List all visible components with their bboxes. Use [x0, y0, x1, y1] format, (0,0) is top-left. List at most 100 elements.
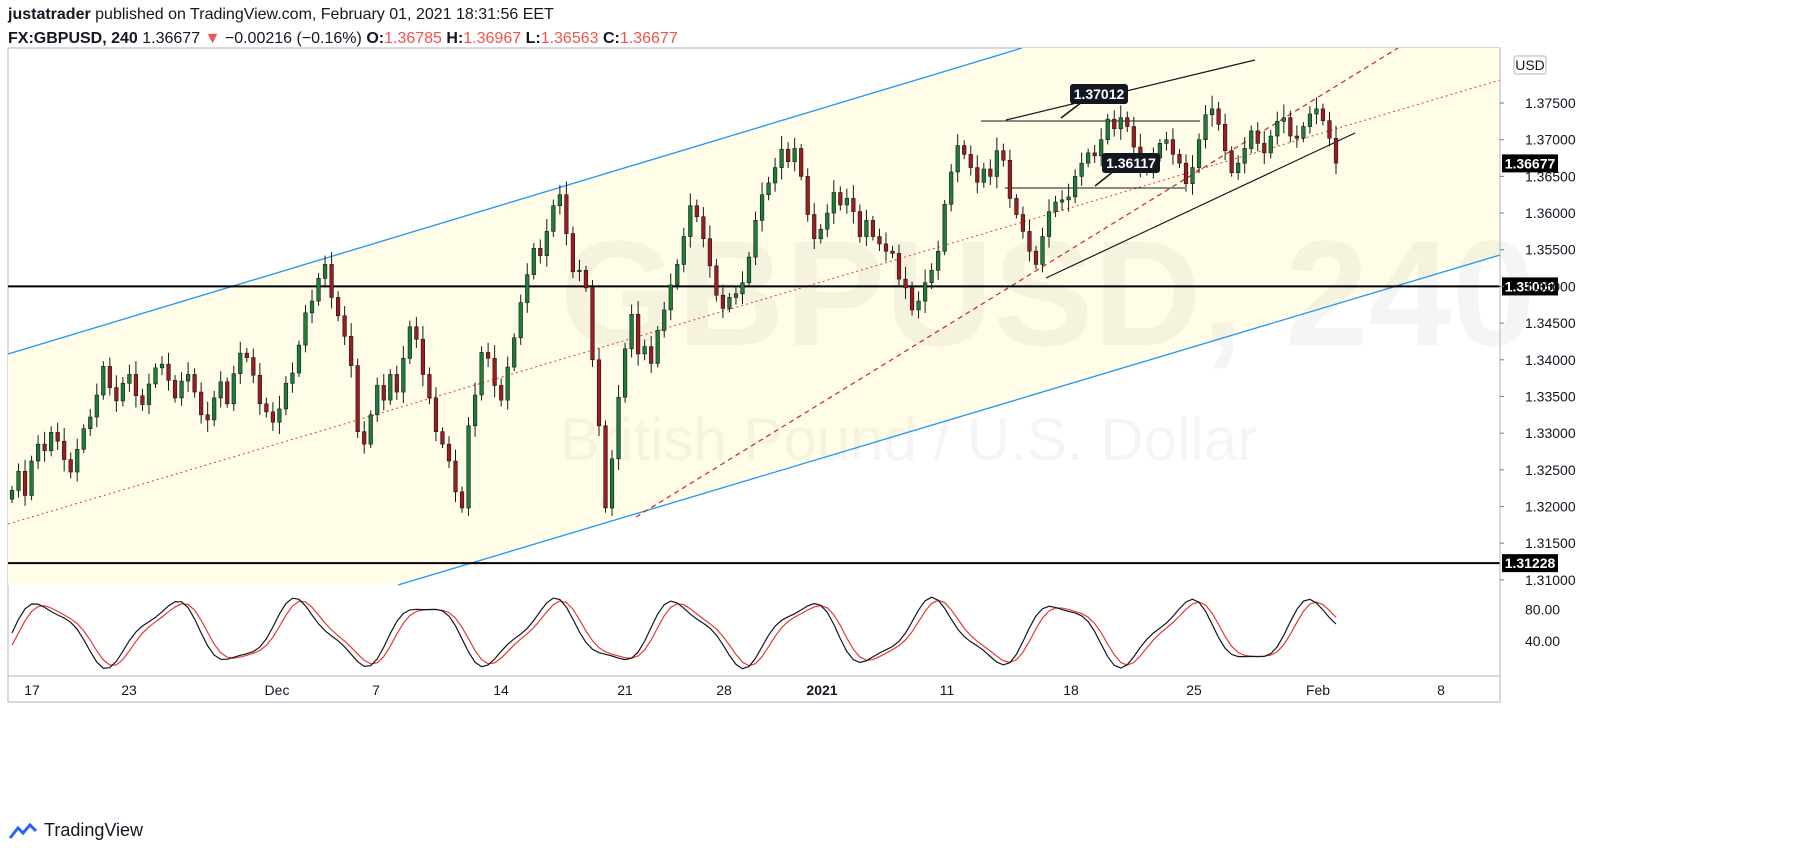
- price-callout-box[interactable]: [1102, 153, 1160, 173]
- price-callout-box[interactable]: [1070, 84, 1128, 104]
- candle-body: [479, 352, 484, 396]
- open-label: O:: [366, 30, 385, 47]
- price-tick-label: 1.32500: [1525, 462, 1576, 478]
- price-tick-label: 1.31500: [1525, 535, 1576, 551]
- tradingview-brand: TradingView: [44, 820, 144, 840]
- candle-body: [186, 374, 191, 382]
- candle-body: [1092, 152, 1097, 157]
- candle-body: [277, 408, 282, 423]
- candle-body: [472, 394, 478, 427]
- high-value: 1.36967: [463, 30, 522, 47]
- tradingview-footer[interactable]: TradingView: [8, 820, 143, 841]
- candle-body: [909, 287, 915, 311]
- candle-body: [179, 380, 184, 399]
- price-tick-label: 1.37000: [1525, 132, 1576, 148]
- candle-body: [212, 397, 217, 421]
- candle-body: [264, 403, 269, 413]
- candle-body: [668, 284, 673, 311]
- candle-body: [1209, 108, 1215, 116]
- candle-body: [1314, 108, 1319, 115]
- candle-body: [570, 233, 575, 273]
- axes-layer: 1.350001.312281.375001.370001.365001.360…: [8, 48, 1576, 702]
- candle-body: [120, 382, 125, 402]
- candle-body: [518, 302, 523, 339]
- wedge-upper-line[interactable]: [1005, 59, 1256, 121]
- candle-body: [16, 470, 21, 491]
- candle-body: [942, 203, 947, 252]
- price-tick-label: 1.34500: [1525, 315, 1576, 331]
- candle-body: [1275, 121, 1280, 137]
- candle-body: [257, 374, 262, 405]
- candle-body: [159, 363, 165, 369]
- annotation-layer[interactable]: 1.37012 1.36117: [1060, 84, 1160, 187]
- candle-body: [1066, 196, 1071, 201]
- candle-body: [1229, 150, 1234, 174]
- channel-upper-line[interactable]: [7, 47, 1023, 355]
- candle-body: [929, 269, 934, 284]
- candle-body: [427, 374, 432, 399]
- candle-body: [244, 352, 249, 358]
- price-tick-label: 1.35000: [1525, 278, 1576, 294]
- candle-body: [75, 448, 80, 473]
- drawing-layer[interactable]: [7, 47, 1501, 586]
- channel-fill: [8, 48, 1500, 585]
- candle-body: [531, 247, 536, 275]
- candle-body: [1307, 113, 1313, 127]
- candle-body: [799, 148, 804, 177]
- callout-pointer[interactable]: [1060, 101, 1083, 119]
- last-price-label: 1.36677: [1505, 155, 1556, 171]
- candle-body: [896, 253, 902, 280]
- candle-body: [968, 154, 973, 168]
- currency-label: USD: [1515, 57, 1545, 73]
- time-tick-label: 17: [24, 682, 40, 698]
- candle-body: [1170, 139, 1176, 155]
- last-price: 1.36677: [142, 30, 201, 47]
- candle-body: [916, 300, 921, 311]
- candle-body: [694, 205, 699, 218]
- candle-body: [296, 344, 302, 374]
- high-label: H:: [446, 30, 464, 47]
- candle-body: [303, 312, 308, 346]
- price-tick-label: 1.36000: [1525, 205, 1576, 221]
- time-tick-label: 25: [1186, 682, 1202, 698]
- candle-body: [446, 443, 452, 462]
- chart-pane[interactable]: [7, 47, 1501, 703]
- currency-badge[interactable]: [1513, 55, 1547, 75]
- author-name[interactable]: justatrader: [8, 6, 91, 23]
- candle-body: [870, 220, 876, 237]
- candle-body: [1007, 159, 1012, 199]
- symbol-info-line: FX:GBPUSD, 240 1.36677 ▼ −0.00216 (−0.16…: [8, 28, 678, 50]
- watermark-description: British Pound / U.S. Dollar: [560, 406, 1257, 473]
- channel-lower-line[interactable]: [397, 254, 1501, 586]
- candle-body: [1046, 211, 1052, 237]
- candle-body: [42, 443, 47, 452]
- callout-pointer[interactable]: [1094, 170, 1115, 187]
- publish-header: justatrader published on TradingView.com…: [8, 4, 554, 26]
- open-value: 1.36785: [384, 30, 442, 47]
- candle-body: [766, 182, 771, 196]
- price-tick-label: 1.32000: [1525, 499, 1576, 515]
- candle-body: [35, 443, 41, 462]
- candle-body: [746, 256, 752, 284]
- candle-body: [890, 250, 895, 254]
- candle-body: [309, 300, 315, 314]
- candle-body: [407, 326, 412, 359]
- candle-body: [114, 387, 119, 402]
- candle-body: [622, 348, 628, 398]
- wedge-lower-line[interactable]: [1045, 132, 1356, 279]
- candle-body: [577, 269, 582, 273]
- price-tick-label: 1.34000: [1525, 352, 1576, 368]
- candle-body: [923, 282, 928, 302]
- candle-body: [564, 194, 569, 234]
- candle-body: [994, 150, 999, 177]
- candle-body: [192, 374, 197, 393]
- time-tick-label: Feb: [1306, 682, 1330, 698]
- price-tick-label: 1.33500: [1525, 388, 1576, 404]
- candle-body: [251, 357, 256, 376]
- symbol-label[interactable]: FX:GBPUSD, 240: [8, 30, 138, 47]
- candle-body: [166, 363, 171, 381]
- low-label: L:: [525, 30, 541, 47]
- candle-body: [707, 238, 712, 267]
- candle-body: [433, 397, 439, 432]
